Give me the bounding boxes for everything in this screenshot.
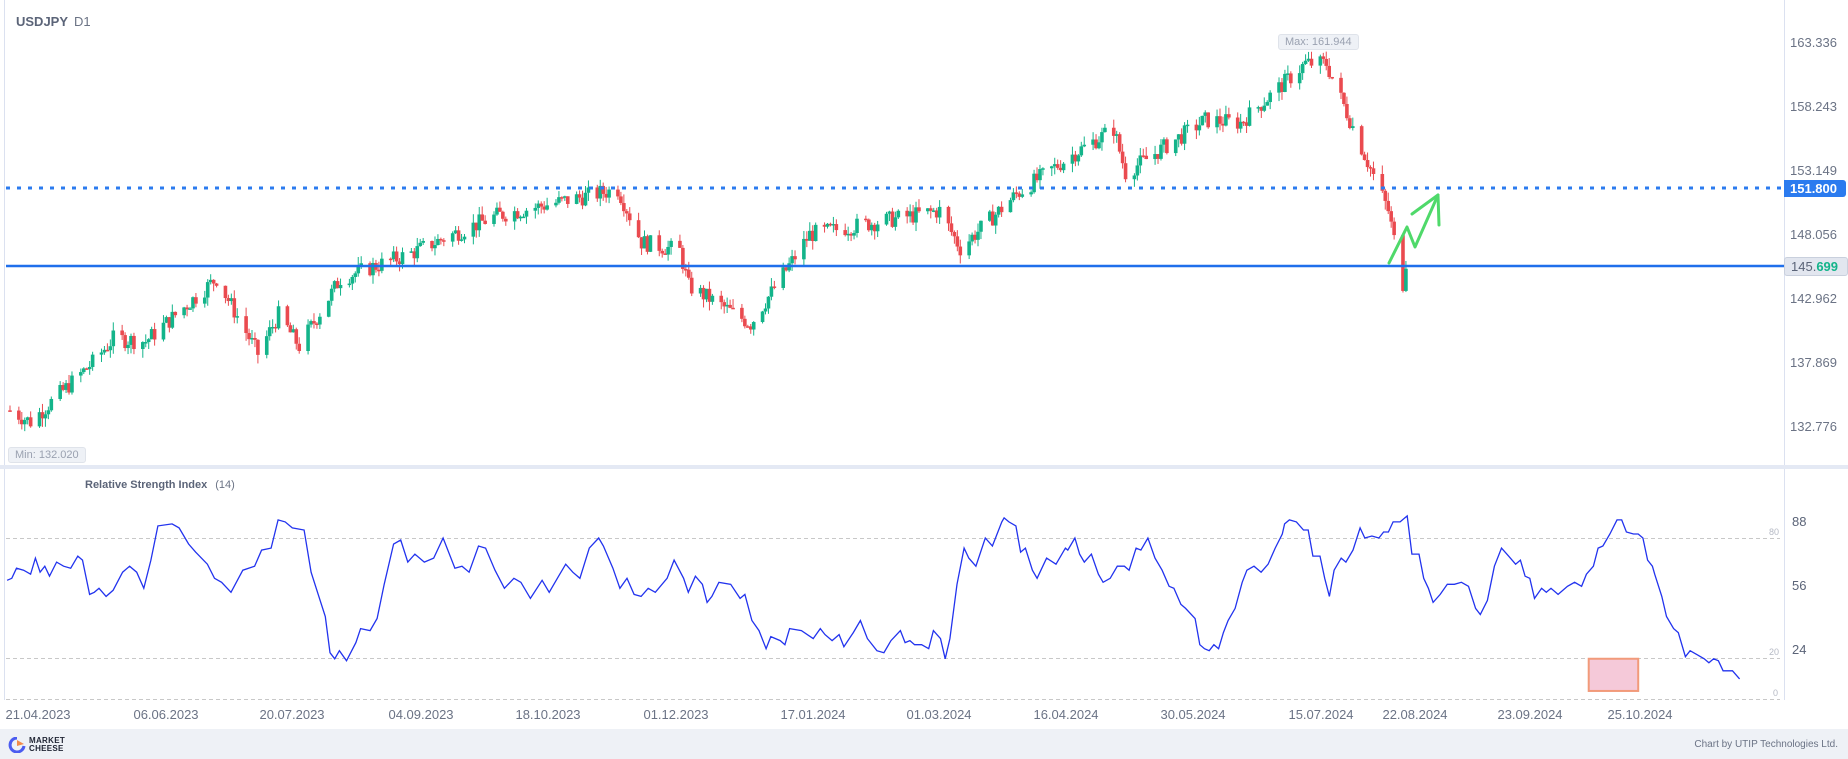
logo-line1: MARKET — [29, 736, 66, 745]
market-cheese-logo[interactable]: MARKET CHEESE — [8, 737, 65, 753]
price-tick: 132.776 — [1790, 419, 1837, 434]
rsi-name: Relative Strength Index — [85, 479, 208, 491]
price-tick: 153.149 — [1790, 163, 1837, 178]
date-tick: 30.05.2024 — [1160, 707, 1226, 722]
price-tick: 148.056 — [1790, 227, 1837, 242]
chart-credit: Chart by UTIP Technologies Ltd. — [1694, 739, 1838, 750]
date-tick: 23.09.2024 — [1497, 707, 1563, 722]
rsi-level-label: 0 — [1773, 688, 1779, 698]
rsi-tick: 56 — [1792, 578, 1807, 593]
date-tick: 01.12.2023 — [643, 707, 709, 722]
price-tick: 163.336 — [1790, 35, 1837, 50]
timeframe-label: D1 — [74, 14, 91, 29]
rsi-tick: 88 — [1792, 514, 1807, 529]
date-tick: 15.07.2024 — [1288, 707, 1354, 722]
logo-icon — [8, 737, 26, 753]
date-tick: 01.03.2024 — [906, 707, 972, 722]
min-price-label: Min: 132.020 — [8, 447, 86, 463]
chart-title: USDJPY D1 — [16, 14, 91, 29]
date-tick: 04.09.2023 — [388, 707, 454, 722]
rsi-level-label: 20 — [1769, 647, 1780, 657]
rsi-title: Relative Strength Index (14) — [85, 479, 235, 491]
date-tick: 17.01.2024 — [780, 707, 846, 722]
symbol-label: USDJPY — [16, 14, 69, 29]
date-tick: 22.08.2024 — [1382, 707, 1448, 722]
price-tick: 142.962 — [1790, 291, 1837, 306]
rsi-period: (14) — [215, 479, 235, 491]
rsi-line — [6, 514, 1741, 680]
date-tick: 18.10.2023 — [515, 707, 581, 722]
current-price-int: 145. — [1791, 259, 1817, 274]
date-tick: 21.04.2023 — [5, 707, 71, 722]
current-price-tag: 145.699 — [1784, 257, 1848, 276]
date-tick: 25.10.2024 — [1607, 707, 1673, 722]
rsi-level-label: 80 — [1769, 527, 1780, 537]
price-tick: 137.869 — [1790, 355, 1837, 370]
resistance-price-tag: 151.800 — [1784, 180, 1846, 197]
candlestick-series — [8, 51, 1408, 432]
rsi-oversold-highlight — [1587, 657, 1640, 692]
footer: MARKET CHEESE Chart by UTIP Technologies … — [0, 729, 1848, 759]
date-tick: 20.07.2023 — [259, 707, 325, 722]
date-tick: 06.06.2023 — [133, 707, 199, 722]
max-price-label: Max: 161.944 — [1278, 34, 1359, 50]
forecast-arrow-icon — [1387, 193, 1441, 265]
rsi-tick: 24 — [1792, 642, 1807, 657]
date-tick: 16.04.2024 — [1033, 707, 1099, 722]
current-price-frac: 699 — [1816, 259, 1839, 274]
logo-line2: CHEESE — [29, 744, 64, 753]
pane-separator[interactable] — [0, 465, 1848, 469]
price-tick: 158.243 — [1790, 99, 1837, 114]
